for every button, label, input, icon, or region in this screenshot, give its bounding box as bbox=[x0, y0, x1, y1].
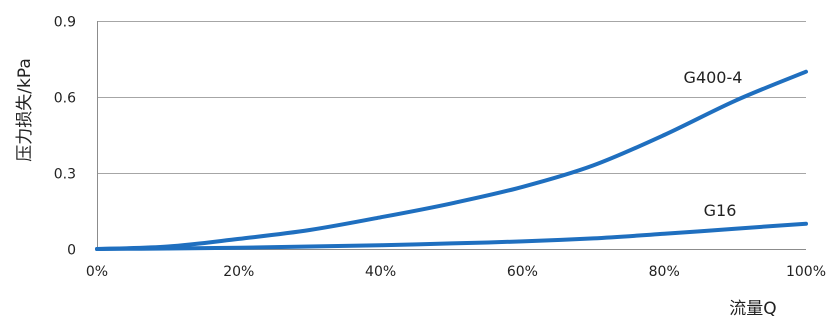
grid-lines bbox=[97, 21, 806, 174]
y-tick-label: 0.6 bbox=[54, 91, 76, 107]
series-line-g400-4 bbox=[95, 69, 808, 251]
y-axis-title: 压力损失/kPa bbox=[15, 58, 35, 161]
axes bbox=[97, 21, 806, 250]
series-label: G400-4 bbox=[684, 68, 743, 87]
x-tick-label: 20% bbox=[223, 264, 254, 280]
x-tick-label: 60% bbox=[507, 264, 538, 280]
series-line-g16 bbox=[95, 221, 808, 251]
chart-labels: 0 0.3 0.6 0.9 0% 20% 40% 60% 80% 100% G400-4 G16 bbox=[54, 15, 826, 281]
x-tick-label: 80% bbox=[649, 264, 680, 280]
x-tick-label: 100% bbox=[786, 264, 826, 280]
x-axis-title: 流量Q bbox=[729, 299, 776, 319]
series-label: G16 bbox=[704, 201, 737, 220]
y-tick-label: 0 bbox=[67, 243, 76, 259]
x-tick-label: 0% bbox=[86, 264, 108, 280]
series-lines bbox=[95, 69, 808, 251]
x-tick-label: 40% bbox=[365, 264, 396, 280]
y-tick-label: 0.3 bbox=[54, 167, 76, 183]
y-tick-label: 0.9 bbox=[54, 15, 76, 31]
